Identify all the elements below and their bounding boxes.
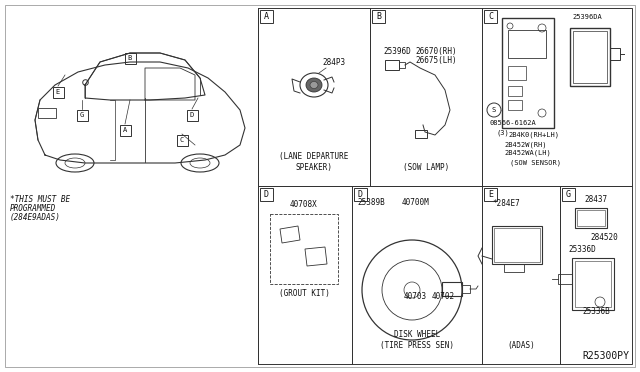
Text: (ADAS): (ADAS) [507,341,535,350]
Text: 40700M: 40700M [402,198,429,207]
Ellipse shape [306,78,322,92]
Bar [508,100,522,110]
Bar [508,66,526,80]
Text: *284E7: *284E7 [492,199,520,208]
Text: 2B4K0(RH+LH): 2B4K0(RH+LH) [508,132,559,138]
Text: PROGRAMMED: PROGRAMMED [10,204,56,213]
Bar [354,188,367,201]
Bar [415,130,427,138]
Bar [558,274,572,284]
Text: A: A [123,127,127,133]
Text: 40708X: 40708X [290,200,318,209]
Text: (GROUT KIT): (GROUT KIT) [278,289,330,298]
Text: G: G [80,112,84,118]
Text: (TIRE PRESS SEN): (TIRE PRESS SEN) [380,341,454,350]
Bar [504,264,524,272]
Text: 25336D: 25336D [568,245,596,254]
Bar [372,10,385,23]
Text: (3): (3) [496,129,509,135]
Text: B: B [128,55,132,61]
Text: (LANE DEPARTURE
SPEAKER): (LANE DEPARTURE SPEAKER) [279,152,349,172]
Bar [573,31,607,83]
Bar [484,188,497,201]
Bar [352,186,482,364]
Text: C: C [180,137,184,143]
Text: 26670(RH): 26670(RH) [415,47,456,56]
Bar [462,285,470,293]
Bar [399,62,405,68]
Text: S: S [492,107,496,113]
Text: *THIS MUST BE: *THIS MUST BE [10,195,70,204]
Bar [258,186,352,364]
Bar [482,8,632,186]
Text: 25389B: 25389B [357,198,385,207]
Bar [120,125,131,135]
Bar [370,8,482,186]
Bar [508,86,522,96]
Bar [186,109,198,121]
Text: C: C [488,12,493,21]
Text: E: E [56,89,60,95]
Bar [508,30,546,58]
Bar [177,135,188,145]
Text: B: B [376,12,381,21]
Bar [560,186,632,364]
Text: A: A [264,12,269,21]
Text: D: D [358,190,363,199]
Bar [52,87,63,97]
Bar [125,52,136,64]
Text: 2B452WA(LH): 2B452WA(LH) [504,150,551,157]
Bar [482,186,560,364]
Bar [258,8,370,186]
Bar [577,210,605,226]
Text: 284520: 284520 [590,233,618,242]
Ellipse shape [310,81,318,89]
Bar [575,208,607,228]
Bar [77,109,88,121]
Bar [562,188,575,201]
Bar [484,10,497,23]
Text: 40703: 40703 [404,292,427,301]
Text: 40702: 40702 [432,292,455,301]
Text: 08566-6162A: 08566-6162A [489,120,536,126]
Bar [492,226,542,264]
Bar [260,188,273,201]
Text: G: G [566,190,571,199]
Text: 26675(LH): 26675(LH) [415,56,456,65]
Text: R25300PY: R25300PY [582,351,629,361]
Text: (284E9ADAS): (284E9ADAS) [10,213,61,222]
Text: DISK WHEEL: DISK WHEEL [394,330,440,339]
Bar [260,10,273,23]
Text: (SOW SENSOR): (SOW SENSOR) [510,159,561,166]
Text: 284P3: 284P3 [322,58,345,67]
Text: 28437: 28437 [584,195,607,204]
Text: 25336B: 25336B [582,307,610,316]
Text: 25396D: 25396D [383,47,411,56]
Bar [610,48,620,60]
Bar [385,60,399,70]
Text: (SOW LAMP): (SOW LAMP) [403,163,449,172]
Bar [494,228,540,262]
Bar [572,258,614,310]
Text: E: E [488,190,493,199]
Bar [502,18,554,128]
Text: D: D [190,112,194,118]
Bar [575,261,611,307]
Bar [270,214,338,284]
Bar [442,282,462,296]
Bar [570,28,610,86]
Text: 25396DA: 25396DA [572,14,602,20]
Bar [38,108,56,118]
Text: D: D [264,190,269,199]
Text: 2B452W(RH): 2B452W(RH) [504,141,547,148]
